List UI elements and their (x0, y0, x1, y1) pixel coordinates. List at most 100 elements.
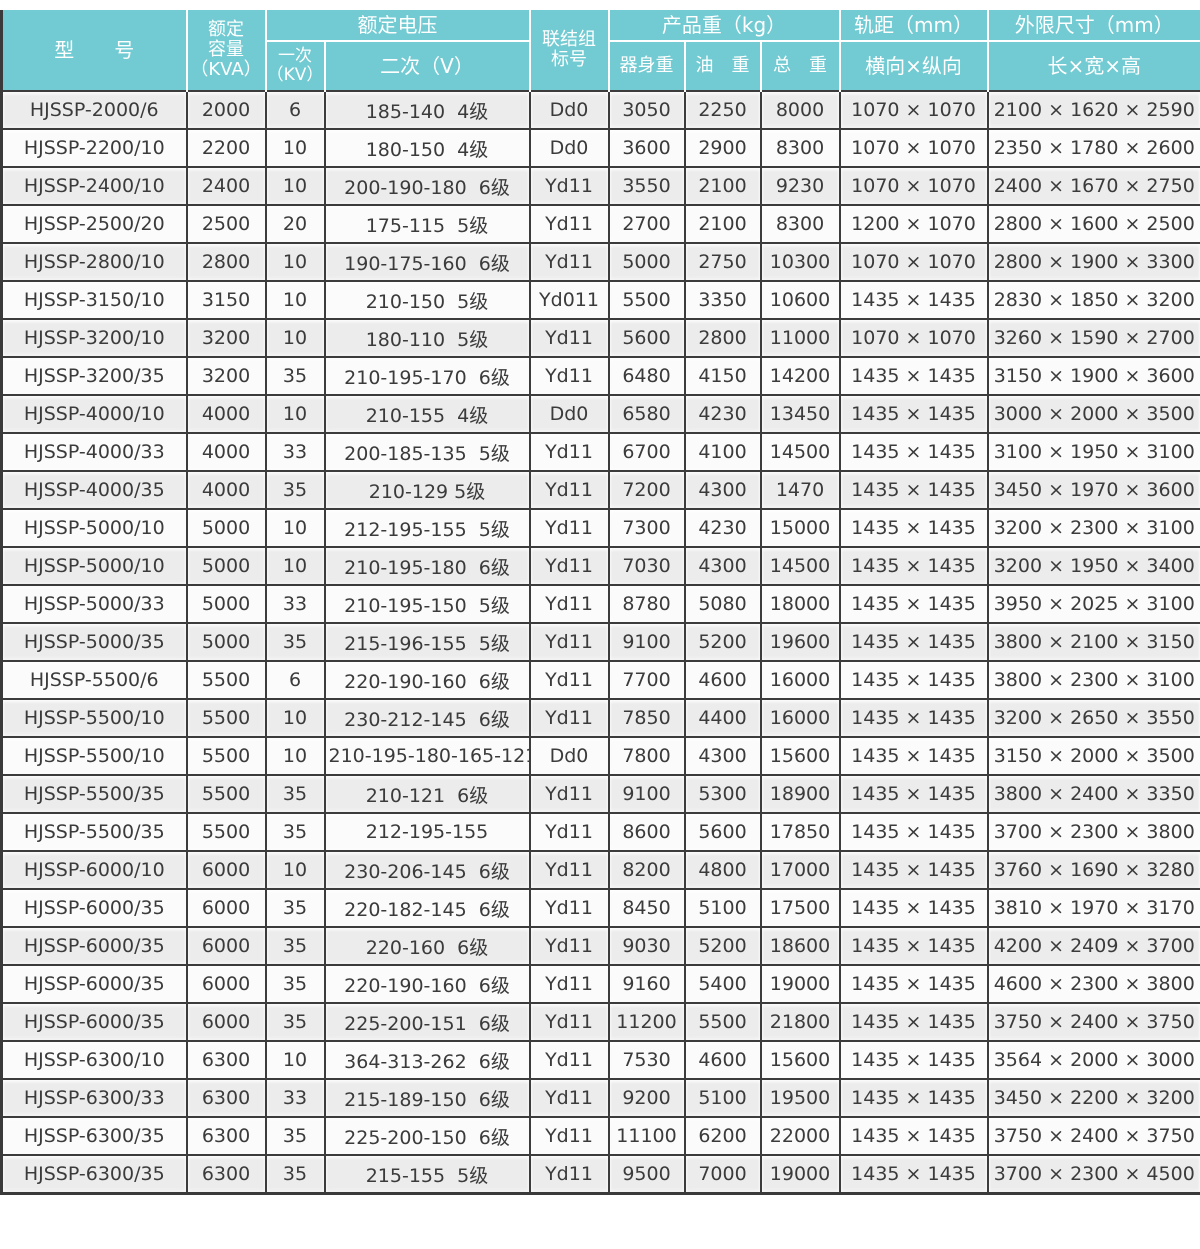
cell-outer-dimensions: 3260 × 1590 × 2700 (986, 318, 1200, 358)
cell-secondary-v: 180-150 4级 (323, 128, 531, 168)
cell-rail-gauge: 1435 × 1435 (838, 850, 989, 890)
cell-oil-weight: 5200 (683, 622, 762, 662)
cell-body-weight: 9160 (607, 964, 686, 1004)
table-row: HJSSP-2400/10 2400 10 200-190-180 6级 Yd11 355… (0, 166, 1200, 206)
table-row: HJSSP-6000/35 6000 35 220-182-145 6级 Yd11 845… (0, 888, 1200, 928)
cell-total-weight: 15600 (759, 736, 841, 776)
cell-body-weight: 3600 (607, 128, 686, 168)
table-row: HJSSP-5500/6 5500 6 220-190-160 6级 Yd11 7700 4… (0, 660, 1200, 700)
table-row: HJSSP-4000/33 4000 33 200-185-135 5级 Yd11 670… (0, 432, 1200, 472)
cell-rail-gauge: 1435 × 1435 (838, 888, 989, 928)
cell-secondary-v: 225-200-150 6级 (323, 1116, 531, 1156)
table-row: HJSSP-5000/33 5000 33 210-195-150 5级 Yd11 878… (0, 584, 1200, 624)
cell-rail-gauge: 1435 × 1435 (838, 812, 989, 852)
cell-outer-dimensions: 4600 × 2300 × 3800 (986, 964, 1200, 1004)
cell-connection-group: Dd0 (528, 128, 610, 168)
table-body: HJSSP-2000/6 2000 6 185-140 4级 Dd0 3050 2250 80… (0, 90, 1200, 1195)
cell-total-weight: 16000 (759, 698, 841, 738)
cell-total-weight: 10600 (759, 280, 841, 320)
cell-oil-weight: 5100 (683, 1078, 762, 1118)
cell-rated-capacity: 6300 (185, 1154, 267, 1195)
cell-model: HJSSP-5500/10 (0, 736, 188, 776)
cell-primary-kv: 33 (264, 584, 326, 624)
col-header-lxwxh: 长×宽×高 (986, 40, 1200, 91)
cell-body-weight: 7300 (607, 508, 686, 548)
cell-connection-group: Yd11 (528, 1078, 610, 1118)
cell-rail-gauge: 1435 × 1435 (838, 774, 989, 814)
cell-outer-dimensions: 3800 × 2400 × 3350 (986, 774, 1200, 814)
cell-connection-group: Yd11 (528, 318, 610, 358)
cell-total-weight: 19000 (759, 964, 841, 1004)
cell-outer-dimensions: 3760 × 1690 × 3280 (986, 850, 1200, 890)
cell-primary-kv: 35 (264, 1002, 326, 1042)
cell-connection-group: Yd11 (528, 926, 610, 966)
cell-body-weight: 9200 (607, 1078, 686, 1118)
cell-model: HJSSP-2400/10 (0, 166, 188, 206)
cell-rail-gauge: 1435 × 1435 (838, 622, 989, 662)
cell-model: HJSSP-5000/33 (0, 584, 188, 624)
cell-secondary-v: 230-212-145 6级 (323, 698, 531, 738)
cell-rated-capacity: 5500 (185, 774, 267, 814)
cell-model: HJSSP-2500/20 (0, 204, 188, 244)
cell-rated-capacity: 6300 (185, 1040, 267, 1080)
cell-body-weight: 6480 (607, 356, 686, 396)
col-header-oil-weight: 油 重 (683, 40, 762, 91)
table-row: HJSSP-5000/10 5000 10 210-195-180 6级 Yd11 703… (0, 546, 1200, 586)
cell-model: HJSSP-5500/35 (0, 812, 188, 852)
table-row: HJSSP-5500/10 5500 10 230-212-145 6级 Yd11 785… (0, 698, 1200, 738)
cell-model: HJSSP-4000/35 (0, 470, 188, 510)
cell-body-weight: 8450 (607, 888, 686, 928)
table-row: HJSSP-5500/35 5500 35 210-121 6级 Yd11 9100 530… (0, 774, 1200, 814)
cell-oil-weight: 4300 (683, 546, 762, 586)
cell-primary-kv: 35 (264, 774, 326, 814)
cell-body-weight: 11200 (607, 1002, 686, 1042)
cell-total-weight: 17000 (759, 850, 841, 890)
col-header-product-weight-group: 产品重（kg） (607, 7, 841, 41)
cell-model: HJSSP-6300/35 (0, 1116, 188, 1156)
cell-primary-kv: 33 (264, 1078, 326, 1118)
cell-connection-group: Yd11 (528, 470, 610, 510)
cell-secondary-v: 210-121 6级 (323, 774, 531, 814)
cell-rail-gauge: 1435 × 1435 (838, 1078, 989, 1118)
cell-rated-capacity: 5500 (185, 660, 267, 700)
cell-connection-group: Dd0 (528, 736, 610, 776)
cell-rail-gauge: 1070 × 1070 (838, 128, 989, 168)
cell-total-weight: 14200 (759, 356, 841, 396)
cell-total-weight: 18000 (759, 584, 841, 624)
cell-oil-weight: 4800 (683, 850, 762, 890)
cell-rated-capacity: 4000 (185, 394, 267, 434)
cell-outer-dimensions: 2350 × 1780 × 2600 (986, 128, 1200, 168)
cell-model: HJSSP-6300/35 (0, 1154, 188, 1195)
cell-connection-group: Yd11 (528, 432, 610, 472)
cell-primary-kv: 35 (264, 926, 326, 966)
cell-rail-gauge: 1070 × 1070 (838, 90, 989, 130)
cell-total-weight: 19500 (759, 1078, 841, 1118)
cell-oil-weight: 4600 (683, 1040, 762, 1080)
cell-body-weight: 3550 (607, 166, 686, 206)
cell-outer-dimensions: 3000 × 2000 × 3500 (986, 394, 1200, 434)
cell-secondary-v: 210-195-180-165-121 (323, 736, 531, 776)
cell-total-weight: 19000 (759, 1154, 841, 1195)
cell-outer-dimensions: 2830 × 1850 × 3200 (986, 280, 1200, 320)
cell-outer-dimensions: 2100 × 1620 × 2590 (986, 90, 1200, 130)
cell-rail-gauge: 1435 × 1435 (838, 584, 989, 624)
cell-rail-gauge: 1070 × 1070 (838, 318, 989, 358)
cell-total-weight: 14500 (759, 546, 841, 586)
table-row: HJSSP-6300/10 6300 10 364-313-262 6级 Yd11 753… (0, 1040, 1200, 1080)
cell-model: HJSSP-5500/35 (0, 774, 188, 814)
col-header-gauge-hxv: 横向×纵向 (838, 40, 989, 91)
col-header-total-weight: 总 重 (759, 40, 841, 91)
cell-rated-capacity: 2800 (185, 242, 267, 282)
cell-rated-capacity: 5500 (185, 736, 267, 776)
cell-primary-kv: 10 (264, 318, 326, 358)
table-row: HJSSP-2800/10 2800 10 190-175-160 6级 Yd11 500… (0, 242, 1200, 282)
cell-connection-group: Yd11 (528, 622, 610, 662)
cell-outer-dimensions: 3450 × 1970 × 3600 (986, 470, 1200, 510)
table-row: HJSSP-6000/35 6000 35 220-160 6级 Yd11 9030 520… (0, 926, 1200, 966)
cell-rail-gauge: 1435 × 1435 (838, 660, 989, 700)
cell-connection-group: Yd11 (528, 1040, 610, 1080)
cell-rated-capacity: 6000 (185, 888, 267, 928)
cell-body-weight: 7030 (607, 546, 686, 586)
cell-body-weight: 9100 (607, 774, 686, 814)
cell-connection-group: Yd11 (528, 850, 610, 890)
